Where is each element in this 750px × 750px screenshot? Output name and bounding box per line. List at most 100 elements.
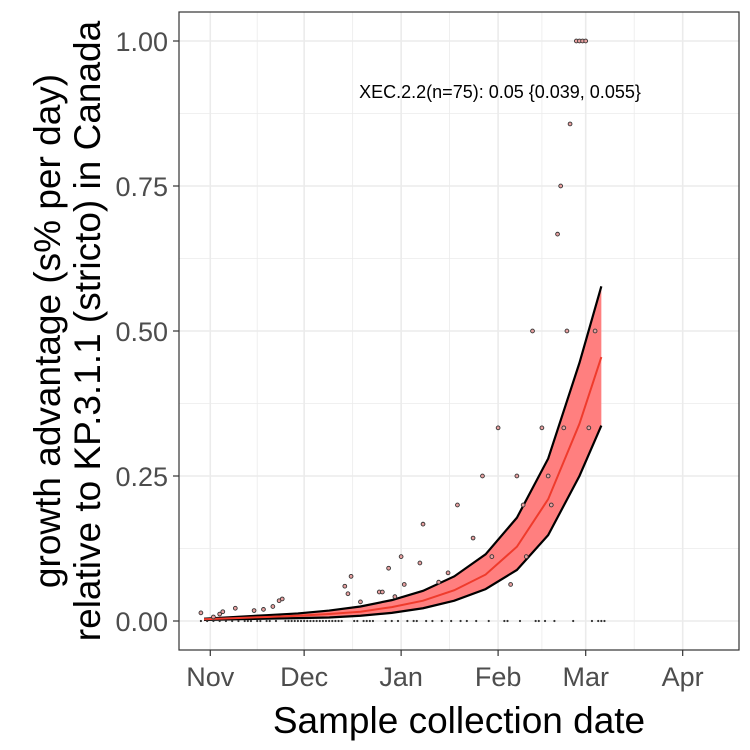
data-point-zero [459, 619, 462, 623]
data-point-zero [284, 619, 287, 623]
y-axis-title: growth advantage (s% per day) relative t… [27, 20, 108, 641]
data-point-zero [237, 619, 240, 623]
data-point [545, 473, 551, 479]
data-point-zero [306, 619, 309, 623]
y-tick-label: 0.25 [115, 462, 168, 492]
data-point-zero [415, 619, 418, 623]
data-point [548, 502, 554, 508]
data-point [555, 231, 560, 237]
data-point [211, 614, 216, 620]
y-axis-title-line-2: relative to KP.3.1.1 (stricto) in Canada [67, 20, 108, 641]
data-point-zero [506, 619, 509, 623]
data-point-zero [371, 619, 375, 623]
data-point [586, 425, 592, 431]
data-point-zero [412, 619, 415, 623]
data-point [417, 560, 423, 566]
data-point [345, 591, 351, 597]
x-tick-label: Apr [662, 662, 704, 692]
data-point-zero [503, 619, 506, 623]
x-tick-label: Feb [475, 662, 522, 692]
data-point-zero [274, 619, 278, 623]
data-point-zero [353, 619, 356, 623]
data-point [530, 328, 535, 334]
data-point-zero [337, 619, 340, 623]
data-point [358, 599, 363, 605]
data-point [386, 565, 391, 571]
data-point-zero [303, 619, 306, 623]
data-point-zero [590, 619, 594, 623]
data-point [348, 573, 354, 579]
data-point-zero [365, 619, 368, 623]
data-point-zero [406, 619, 409, 623]
x-tick-label: Mar [562, 662, 609, 692]
fit-line [203, 356, 603, 621]
data-point [470, 535, 476, 541]
data-point-zero [315, 619, 318, 623]
y-tick-label: 0.00 [115, 607, 168, 637]
growth-annotation: XEC.2.2(n=75): 0.05 {0.039, 0.055} [359, 82, 641, 102]
data-point-zero [450, 619, 453, 623]
data-point-zero [290, 619, 293, 623]
data-point-zero [475, 619, 478, 623]
data-point-zero [212, 619, 215, 623]
x-tick-label: Jan [379, 662, 423, 692]
data-point [270, 604, 276, 609]
data-point-zero [231, 619, 234, 623]
data-point-zero [487, 619, 490, 623]
data-point-zero [340, 619, 343, 623]
data-point [342, 583, 348, 589]
plot-panel: XEC.2.2(n=75): 0.05 {0.039, 0.055} [178, 11, 740, 651]
data-point [217, 611, 223, 617]
data-point-zero [543, 619, 547, 623]
data-point [420, 521, 426, 527]
data-point [523, 554, 529, 559]
data-point [561, 425, 567, 431]
data-point-zero [597, 619, 600, 623]
x-axis: Nov Dec Jan Feb Mar Apr [186, 650, 704, 692]
data-point-zero [265, 619, 268, 623]
data-point [514, 473, 520, 479]
data-point [401, 582, 407, 587]
data-point [392, 594, 398, 599]
x-axis-title: Sample collection date [273, 700, 645, 741]
data-point-zero [603, 619, 606, 623]
data-point-zero [259, 619, 262, 623]
y-axis-title-line-1: growth advantage (s% per day) [27, 74, 68, 588]
data-point [232, 605, 238, 611]
data-point-zero [218, 619, 221, 623]
confidence-bounds-layer [203, 286, 603, 621]
data-point-zero [518, 619, 522, 623]
data-point-zero [199, 619, 202, 623]
data-point-zero [243, 619, 246, 623]
data-point-zero [296, 619, 299, 623]
data-point [567, 121, 573, 127]
data-point-zero [256, 619, 259, 623]
y-axis: 0.00 0.25 0.50 0.75 1.00 [115, 27, 179, 637]
data-point [380, 589, 385, 595]
data-point-zero [572, 619, 575, 623]
data-point-zero [299, 619, 303, 623]
data-point [539, 425, 545, 431]
data-point [220, 609, 226, 615]
upper-bound-line [203, 286, 603, 620]
data-point-zero [362, 619, 365, 623]
data-point [520, 502, 526, 508]
data-point-zero [328, 619, 331, 623]
data-point-zero [293, 619, 296, 623]
data-point-zero [368, 619, 371, 623]
data-point-zero [287, 619, 290, 623]
data-point-zero [537, 619, 540, 623]
data-point [489, 554, 495, 559]
data-point [436, 579, 442, 585]
data-point [445, 570, 451, 576]
y-tick-label: 0.75 [115, 172, 168, 202]
data-point-zero [246, 619, 249, 623]
data-point-zero [334, 619, 337, 623]
data-point-zero [390, 619, 393, 623]
data-point-zero [431, 619, 434, 623]
lower-bound-line [204, 425, 603, 621]
data-point-zero [384, 619, 387, 623]
y-tick-label: 1.00 [115, 27, 168, 57]
observed-points-layer [198, 38, 606, 623]
data-point [480, 473, 485, 479]
